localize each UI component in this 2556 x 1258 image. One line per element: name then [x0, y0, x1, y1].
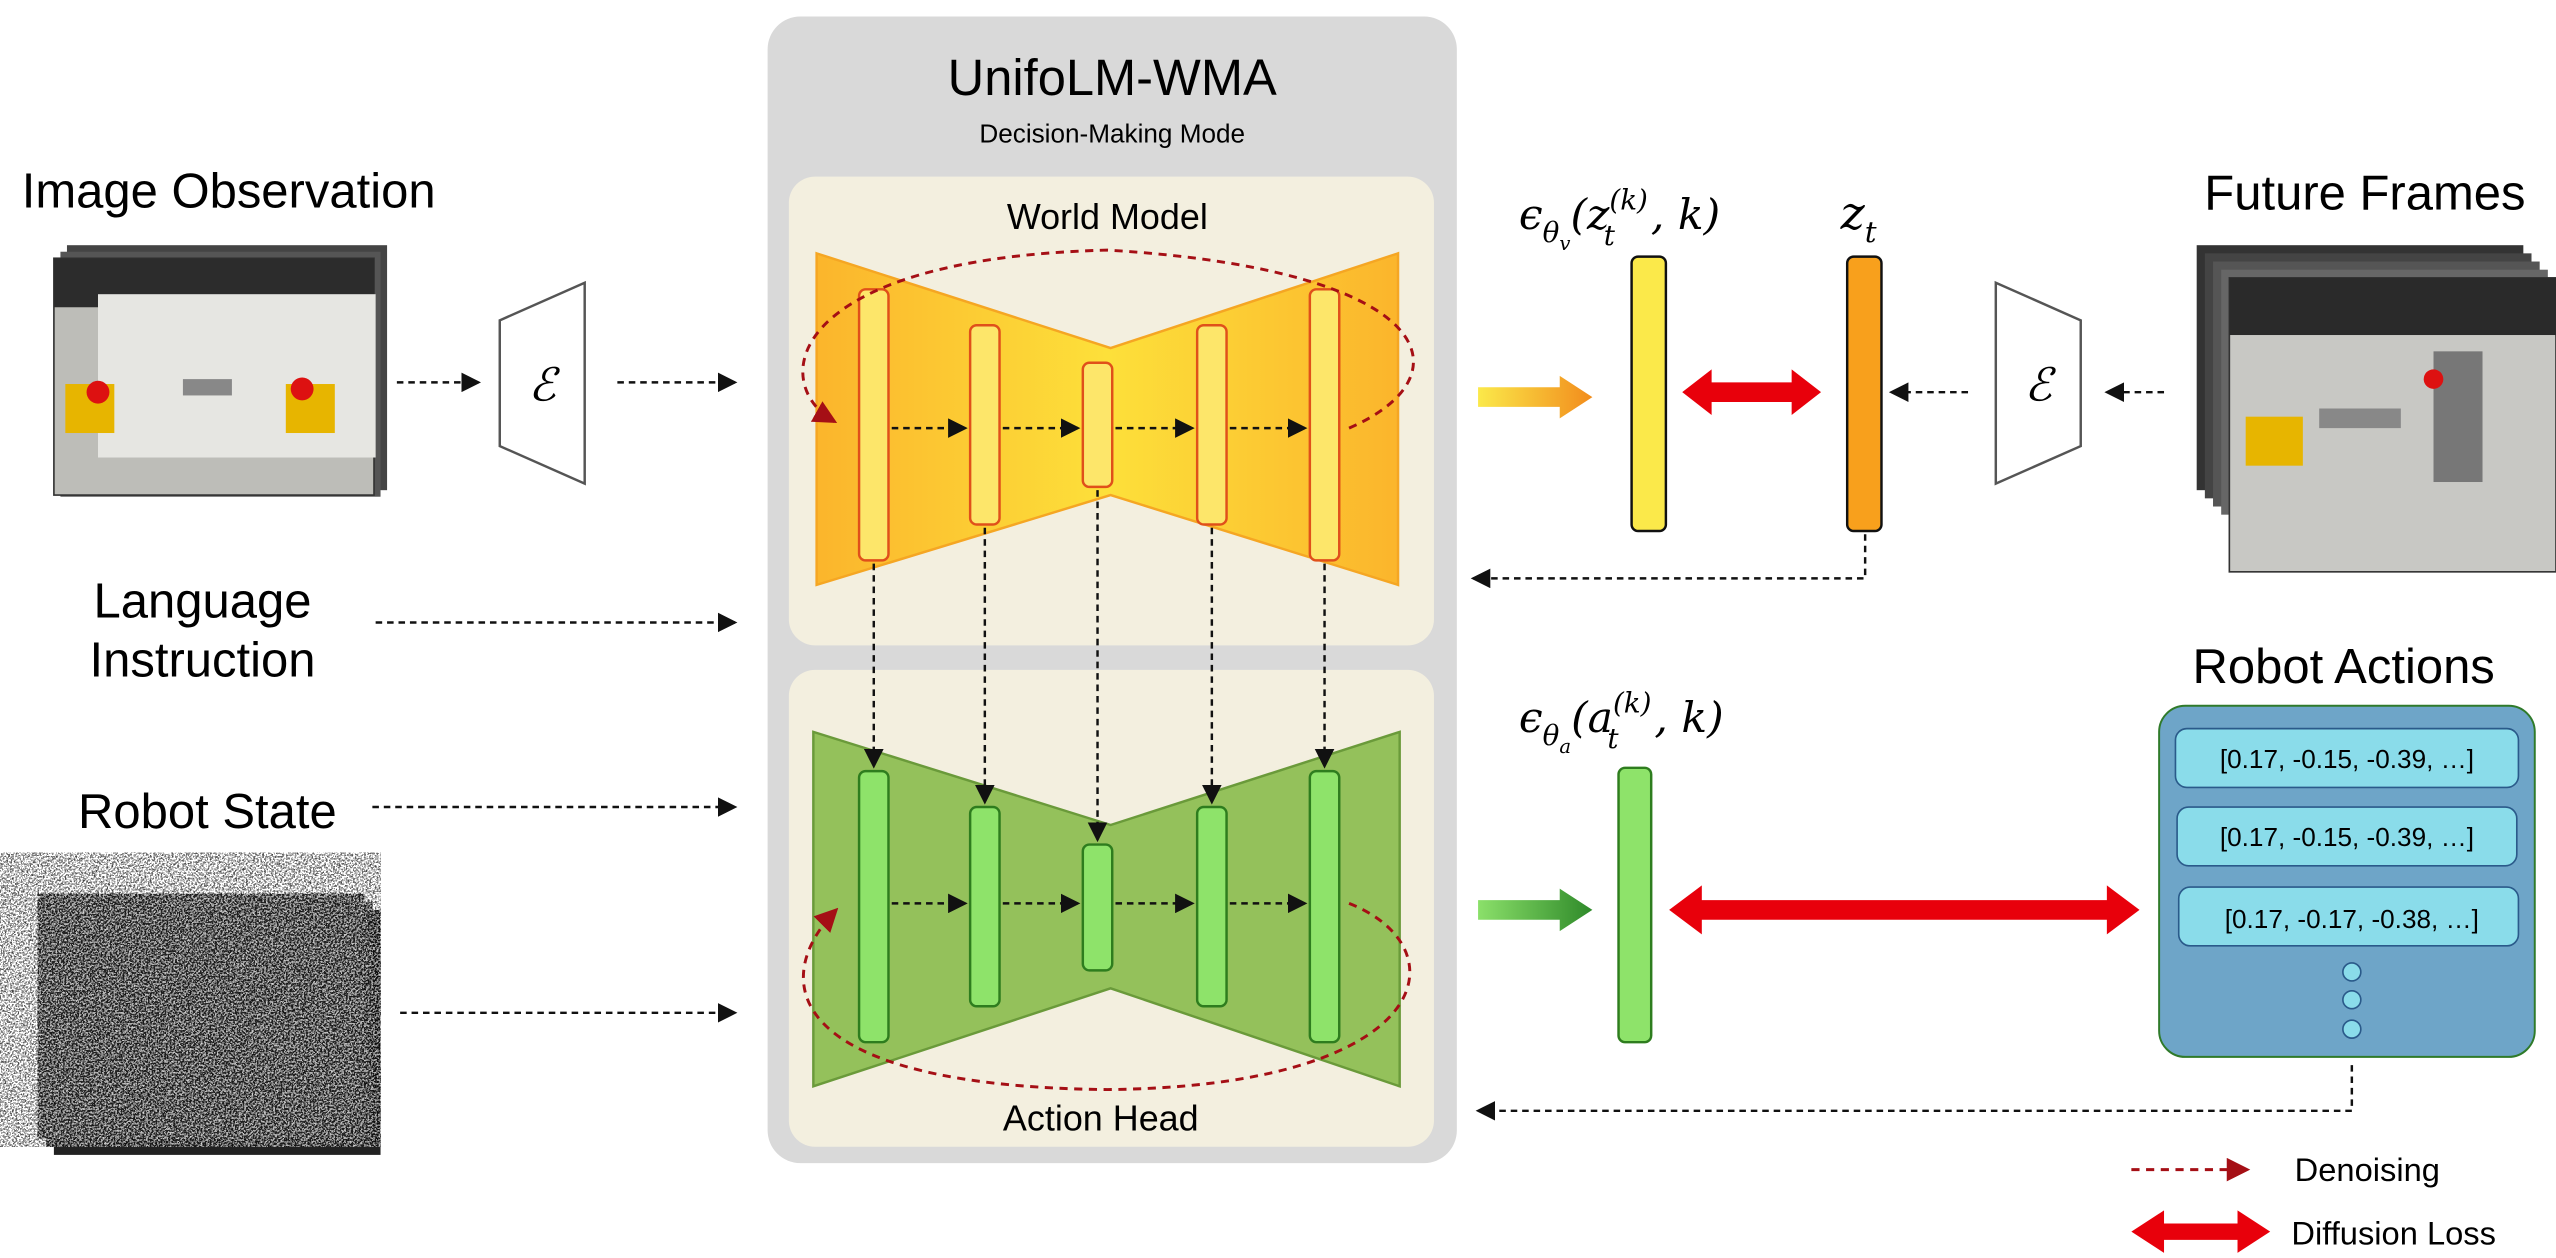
denoising-loop-world — [801, 248, 1415, 430]
model-title: UnifoLM-WMA — [948, 49, 1277, 106]
action-row-text: [0.17, -0.15, -0.39, …] — [2220, 744, 2474, 774]
world-model-label: World Model — [1007, 196, 1208, 237]
action-layer — [1195, 805, 1228, 1008]
svg-text:zt: zt — [1840, 187, 1877, 249]
world-layer — [1308, 288, 1341, 562]
action-row-text: [0.17, -0.15, -0.39, …] — [2220, 822, 2474, 852]
future-frames — [2196, 245, 2556, 573]
encoder-symbol: ℰ — [528, 358, 560, 411]
robot-actions-rows: [0.17, -0.15, -0.39, …] [0.17, -0.15, -0… — [2174, 727, 2520, 1039]
action-head-label: Action Head — [1003, 1097, 1199, 1138]
feedback-arrow-action — [1475, 1065, 2354, 1121]
world-layer — [1195, 323, 1228, 526]
world-model-layers — [857, 288, 1341, 562]
robot-actions-box — [2158, 704, 2536, 1058]
action-noise-equation: ϵθa(a(k) t, k) — [1519, 686, 1724, 758]
image-observation-label: Image Observation — [22, 165, 436, 219]
latent-bar — [1845, 255, 1883, 533]
action-layer — [968, 805, 1001, 1008]
action-layer — [857, 769, 890, 1044]
future-frames-label: Future Frames — [2204, 166, 2525, 220]
feedback-arrow-world — [1470, 534, 1867, 589]
model-subtitle: Decision-Making Mode — [979, 118, 1245, 148]
legend-diffusion-loss-label: Diffusion Loss — [2291, 1215, 2496, 1252]
robot-state-label: Robot State — [78, 785, 337, 839]
image-observation-frames — [53, 245, 388, 497]
diffusion-loss-arrow-action — [1669, 885, 2140, 935]
action-layer — [1308, 769, 1341, 1044]
noise-frames — [21, 877, 381, 1155]
legend-denoising-label: Denoising — [2295, 1151, 2440, 1188]
legend-diffusion-loss-swatch — [2131, 1210, 2271, 1253]
action-row — [2174, 727, 2520, 789]
encoder-symbol-right: ℰ — [2024, 358, 2056, 411]
denoising-loop-action — [801, 902, 1412, 1092]
encoder-right — [1994, 280, 2082, 486]
language-instruction-label-2: Instruction — [90, 633, 316, 687]
language-instruction-label: Language — [94, 575, 312, 629]
diffusion-loss-arrow-video — [1682, 369, 1822, 416]
action-row-text: [0.17, -0.17, -0.38, …] — [2225, 904, 2479, 934]
latent-equation: zt — [1840, 187, 1877, 249]
world-layer — [1081, 361, 1114, 489]
action-flow-arrows — [863, 490, 1335, 914]
world-layer — [968, 323, 1001, 526]
predicted-action-noise-bar — [1617, 766, 1653, 1044]
output-arrow-world — [1478, 375, 1593, 419]
ellipsis-dot — [2342, 1019, 2362, 1039]
ellipsis-dot — [2342, 989, 2362, 1010]
world-layer — [857, 288, 890, 562]
video-noise-equation: ϵθv(z(k) t, k) — [1519, 183, 1720, 255]
svg-text:ϵθa(a(k)t, k): ϵθa(a(k) t, k) — [1519, 686, 1724, 758]
action-layer — [1081, 843, 1114, 972]
action-row — [2176, 806, 2518, 867]
svg-text:ϵθv(z(k)t, k): ϵθv(z(k) t, k) — [1519, 183, 1720, 255]
predicted-noise-bar — [1630, 255, 1668, 533]
robot-actions-title: Robot Actions — [2193, 640, 2495, 694]
action-head-layers — [857, 769, 1341, 1044]
output-arrow-action — [1478, 888, 1593, 932]
encoder-left — [498, 280, 586, 486]
action-row — [2177, 886, 2520, 947]
ellipsis-dot — [2342, 962, 2362, 982]
